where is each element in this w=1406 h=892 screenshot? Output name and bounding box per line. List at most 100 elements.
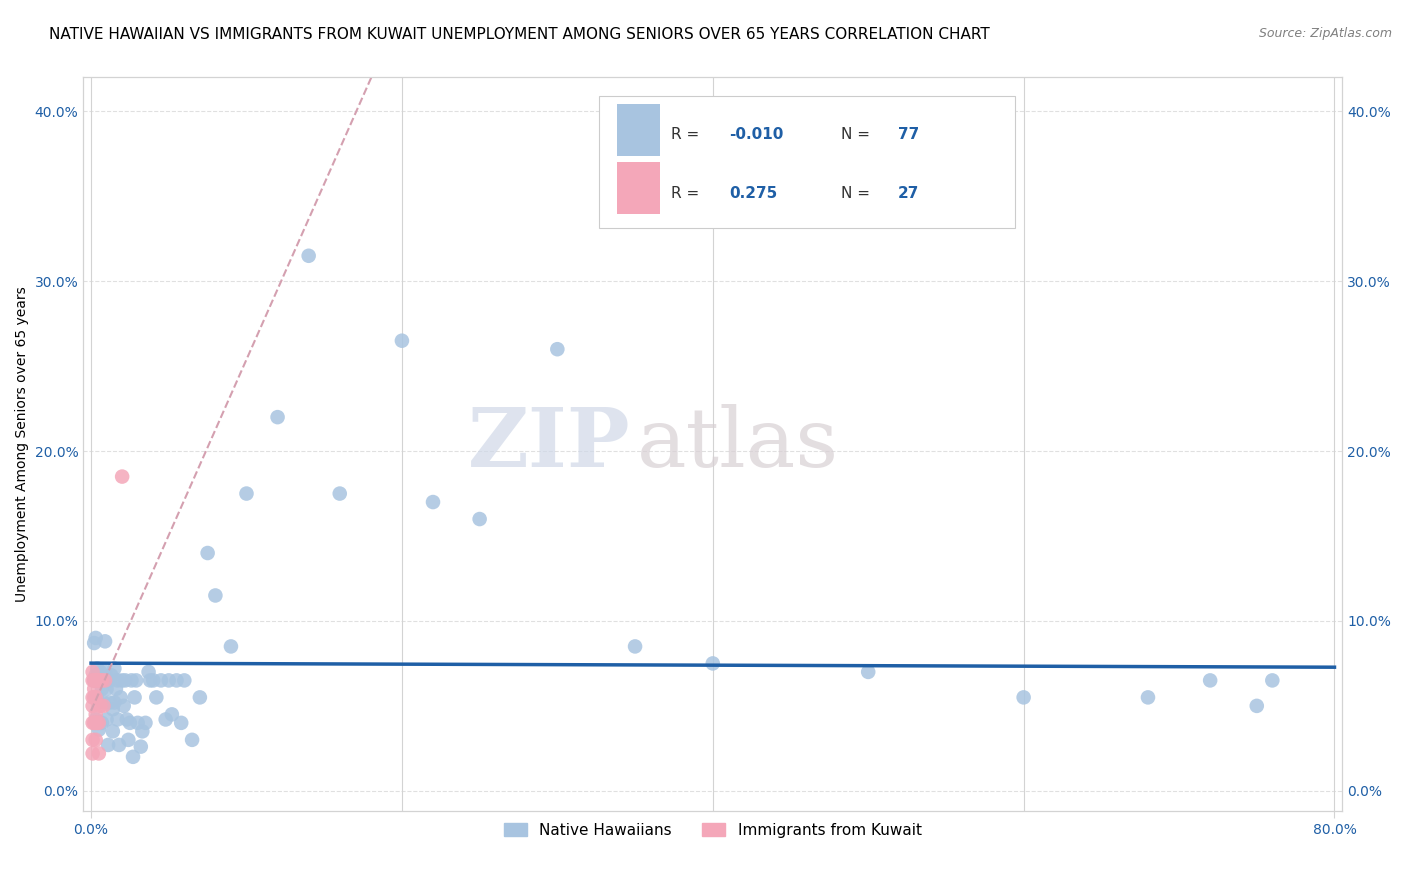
Point <box>107 713 129 727</box>
Point <box>98 673 121 688</box>
Point <box>157 673 180 688</box>
Legend: Native Hawaiians, Immigrants from Kuwait: Native Hawaiians, Immigrants from Kuwait <box>498 816 928 844</box>
Point <box>93 672 115 686</box>
Point <box>93 698 115 713</box>
Point <box>468 512 491 526</box>
Point <box>86 690 108 705</box>
Point <box>83 673 105 688</box>
Point <box>1261 673 1284 688</box>
Point <box>114 673 136 688</box>
Point <box>1012 690 1035 705</box>
Point <box>138 665 160 679</box>
Point <box>702 657 724 671</box>
Point <box>89 673 111 688</box>
Point <box>131 724 153 739</box>
Point <box>84 673 107 688</box>
Point <box>84 631 107 645</box>
Point <box>103 661 125 675</box>
Point <box>91 681 114 696</box>
Point <box>101 702 124 716</box>
Point <box>94 673 117 688</box>
Point <box>83 673 105 688</box>
Text: -0.010: -0.010 <box>730 127 783 142</box>
Point <box>87 673 110 688</box>
Point <box>173 673 195 688</box>
Point <box>84 690 107 705</box>
Point <box>97 738 120 752</box>
Text: NATIVE HAWAIIAN VS IMMIGRANTS FROM KUWAIT UNEMPLOYMENT AMONG SENIORS OVER 65 YEA: NATIVE HAWAIIAN VS IMMIGRANTS FROM KUWAI… <box>49 27 990 42</box>
FancyBboxPatch shape <box>599 95 1015 227</box>
Point <box>94 634 117 648</box>
Point <box>96 713 118 727</box>
Point <box>134 715 156 730</box>
Point <box>84 707 107 722</box>
Point <box>82 673 104 688</box>
Point <box>84 715 107 730</box>
Point <box>391 334 413 348</box>
Point <box>86 673 108 688</box>
Point <box>93 696 115 710</box>
Point <box>87 715 110 730</box>
Point <box>103 696 125 710</box>
Point <box>82 698 104 713</box>
Point <box>150 673 173 688</box>
Point <box>266 410 288 425</box>
Point <box>82 732 104 747</box>
Point <box>422 495 444 509</box>
Point <box>100 668 122 682</box>
Point <box>181 732 204 747</box>
Point <box>84 732 107 747</box>
Point <box>84 668 107 682</box>
Point <box>108 738 131 752</box>
Point <box>89 698 111 713</box>
Point <box>127 715 149 730</box>
Point <box>204 589 226 603</box>
Text: 77: 77 <box>898 127 920 142</box>
Text: Source: ZipAtlas.com: Source: ZipAtlas.com <box>1258 27 1392 40</box>
Point <box>86 661 108 675</box>
Text: R =: R = <box>671 127 704 142</box>
Point <box>129 739 152 754</box>
Text: 27: 27 <box>898 186 920 201</box>
Point <box>94 665 117 679</box>
Point <box>118 715 141 730</box>
Text: ZIP: ZIP <box>468 404 631 484</box>
Text: N =: N = <box>841 127 875 142</box>
Point <box>124 690 146 705</box>
Text: atlas: atlas <box>637 404 839 484</box>
Point <box>83 636 105 650</box>
Point <box>160 707 183 722</box>
Point <box>87 668 110 682</box>
Point <box>1199 673 1222 688</box>
Point <box>1246 698 1268 713</box>
Text: R =: R = <box>671 186 704 201</box>
Point <box>82 690 104 705</box>
Point <box>125 673 148 688</box>
Point <box>197 546 219 560</box>
Point <box>101 724 124 739</box>
FancyBboxPatch shape <box>617 103 659 155</box>
Point <box>145 690 167 705</box>
Point <box>84 713 107 727</box>
Point <box>122 749 145 764</box>
Point <box>121 673 143 688</box>
Point <box>107 673 129 688</box>
Point <box>89 665 111 679</box>
Point <box>117 732 139 747</box>
Point <box>166 673 188 688</box>
Point <box>111 673 134 688</box>
Point <box>112 698 135 713</box>
Point <box>1136 690 1159 705</box>
Point <box>82 715 104 730</box>
Point <box>188 690 211 705</box>
Point <box>329 486 352 500</box>
Point <box>139 673 162 688</box>
Point <box>624 640 647 654</box>
Y-axis label: Unemployment Among Seniors over 65 years: Unemployment Among Seniors over 65 years <box>15 286 30 602</box>
Point <box>98 696 121 710</box>
Point <box>86 715 108 730</box>
Point <box>235 486 257 500</box>
Point <box>110 690 132 705</box>
Text: 0.275: 0.275 <box>730 186 778 201</box>
Point <box>219 640 242 654</box>
